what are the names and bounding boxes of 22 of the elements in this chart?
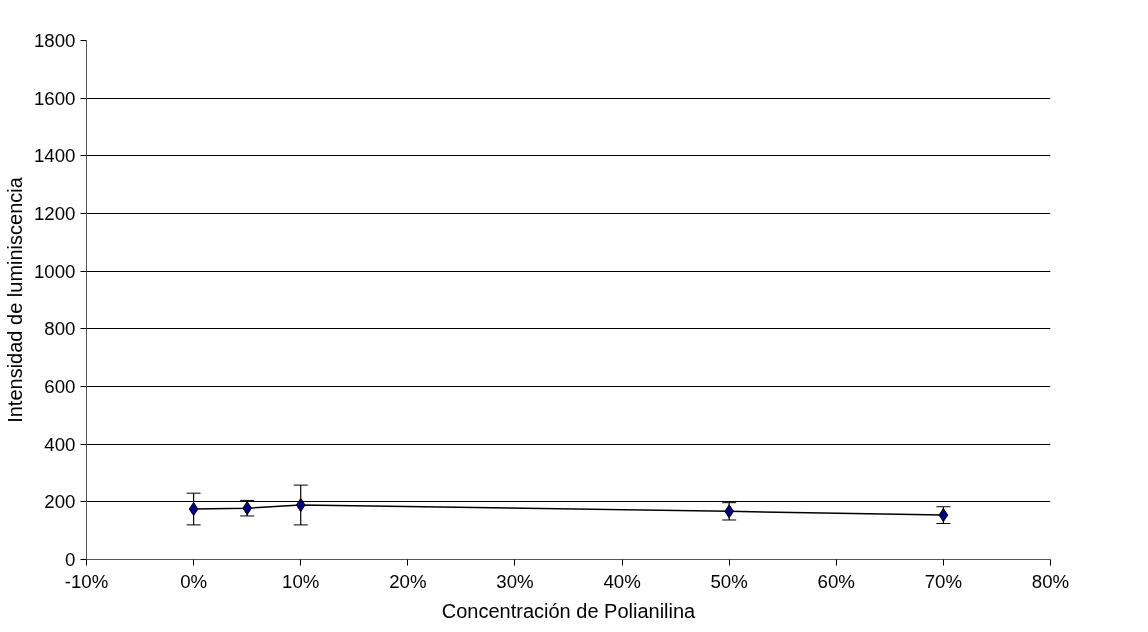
y-tick-label: 800	[44, 318, 76, 340]
y-tick-label: 0	[65, 549, 76, 570]
x-tick-label: 80%	[1031, 570, 1070, 592]
y-tick-label: 1600	[34, 87, 76, 109]
y-tick-label: 1200	[34, 203, 76, 224]
y-tick-label: 400	[44, 433, 76, 455]
x-tick-label: 30%	[496, 570, 534, 592]
x-tick-label: 10%	[282, 570, 320, 592]
x-axis-title: Concentración de Polianilina	[441, 599, 697, 622]
y-tick-label: 600	[44, 376, 76, 397]
x-tick-label: 40%	[603, 570, 641, 592]
x-tick-label: 20%	[389, 570, 427, 592]
x-tick-label: -10%	[64, 570, 109, 592]
y-tick-label: 1000	[34, 260, 76, 282]
y-tick-label: 200	[44, 491, 76, 513]
y-tick-label: 1800	[34, 30, 76, 51]
x-tick-label: 60%	[817, 570, 855, 592]
y-axis-title: Intensidad de luminiscencia	[4, 176, 26, 423]
y-tick-label: 1400	[34, 145, 76, 167]
x-tick-label: 0%	[180, 570, 208, 592]
x-tick-label: 70%	[924, 570, 963, 592]
x-tick-label: 50%	[710, 570, 748, 592]
